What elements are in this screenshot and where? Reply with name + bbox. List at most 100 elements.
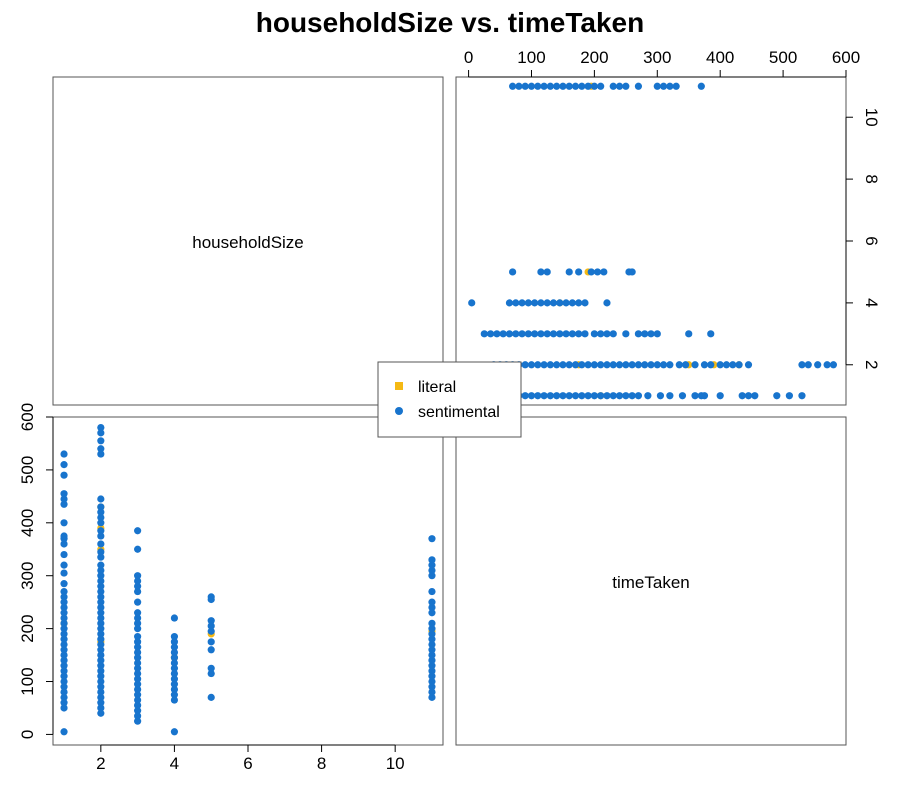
bottom-axis-tick-label: 10 — [386, 754, 405, 773]
point-sentimental-top-right — [578, 392, 586, 400]
point-sentimental-top-right — [486, 330, 495, 338]
point-sentimental-top-right — [565, 268, 573, 276]
point-sentimental-top-right — [659, 82, 668, 90]
point-sentimental-top-right — [707, 330, 715, 338]
point-sentimental-top-right — [543, 330, 551, 338]
point-sentimental-bottom-left — [97, 619, 105, 627]
point-sentimental-bottom-left — [60, 461, 68, 469]
point-sentimental-bottom-left — [97, 672, 105, 680]
point-sentimental-top-right — [716, 361, 724, 369]
point-sentimental-top-right — [600, 268, 608, 276]
point-sentimental-bottom-left — [60, 693, 68, 701]
point-sentimental-top-right — [584, 82, 592, 90]
point-sentimental-top-right — [744, 361, 753, 369]
point-sentimental-top-right — [553, 361, 561, 369]
bottom-axis-tick-label: 4 — [170, 754, 179, 773]
point-sentimental-bottom-left — [207, 622, 215, 630]
point-sentimental-top-right — [653, 82, 661, 90]
point-sentimental-bottom-left — [60, 550, 68, 559]
point-sentimental-bottom-left — [428, 646, 436, 654]
point-sentimental-top-right — [666, 392, 674, 400]
point-sentimental-bottom-left — [134, 619, 142, 627]
top-axis-tick-label: 200 — [580, 48, 608, 67]
point-sentimental-top-right — [700, 392, 709, 400]
bottom-axis-tick-label: 8 — [317, 754, 326, 773]
point-sentimental-bottom-left — [60, 603, 68, 612]
point-sentimental-bottom-left — [60, 593, 68, 601]
point-sentimental-bottom-left — [60, 688, 68, 696]
right-axis-tick-label: 10 — [862, 108, 881, 127]
point-sentimental-bottom-left — [97, 704, 105, 712]
point-sentimental-top-right — [672, 82, 680, 90]
point-sentimental-bottom-left — [97, 508, 105, 516]
point-sentimental-top-right — [556, 299, 564, 307]
point-sentimental-top-right — [553, 392, 561, 400]
point-sentimental-top-right — [540, 392, 548, 400]
point-sentimental-top-right — [798, 361, 806, 369]
point-sentimental-bottom-left — [134, 696, 142, 704]
point-sentimental-bottom-left — [134, 691, 142, 699]
point-sentimental-bottom-left — [60, 450, 68, 458]
point-sentimental-bottom-left — [428, 603, 436, 612]
point-sentimental-bottom-left — [134, 614, 142, 622]
point-sentimental-bottom-left — [428, 598, 436, 606]
point-sentimental-bottom-left — [60, 704, 68, 712]
point-sentimental-bottom-left — [97, 572, 105, 580]
point-sentimental-top-right — [641, 361, 649, 369]
point-sentimental-top-right — [634, 82, 643, 90]
point-sentimental-top-right — [584, 361, 592, 369]
point-sentimental-top-right — [603, 299, 611, 307]
left-axis-tick-label: 400 — [18, 509, 37, 537]
point-sentimental-bottom-left — [170, 654, 179, 662]
point-sentimental-top-right — [744, 392, 753, 400]
point-sentimental-top-right — [785, 392, 793, 400]
point-sentimental-bottom-left — [428, 688, 436, 696]
point-sentimental-top-right — [575, 268, 583, 276]
point-sentimental-top-right — [505, 299, 514, 307]
point-sentimental-top-right — [575, 299, 583, 307]
point-sentimental-top-right — [735, 361, 743, 369]
point-sentimental-bottom-left — [134, 582, 142, 590]
point-sentimental-bottom-left — [134, 659, 142, 667]
point-sentimental-bottom-left — [60, 561, 68, 569]
point-sentimental-top-right — [634, 361, 643, 369]
point-sentimental-bottom-left — [134, 587, 142, 596]
point-sentimental-top-right — [534, 361, 542, 369]
point-sentimental-bottom-left — [428, 609, 436, 617]
point-sentimental-bottom-left — [97, 635, 105, 643]
panel-top-right — [455, 76, 847, 406]
point-sentimental-bottom-left — [428, 656, 436, 664]
point-sentimental-bottom-left — [97, 683, 105, 691]
point-sentimental-top-right — [590, 330, 598, 338]
point-sentimental-top-right — [543, 268, 551, 276]
legend-symbol-sentimental — [395, 407, 403, 415]
point-sentimental-bottom-left — [97, 566, 105, 575]
point-sentimental-bottom-left — [428, 672, 436, 680]
point-sentimental-top-right — [729, 361, 737, 369]
point-sentimental-top-right — [571, 392, 580, 400]
point-sentimental-top-right — [681, 361, 690, 369]
point-sentimental-bottom-left — [97, 609, 105, 617]
point-sentimental-top-right — [597, 392, 605, 400]
point-sentimental-bottom-left — [428, 587, 436, 596]
point-sentimental-bottom-left — [170, 696, 179, 704]
point-sentimental-bottom-left — [60, 471, 68, 479]
point-sentimental-top-right — [829, 361, 838, 369]
point-sentimental-bottom-left — [134, 625, 142, 633]
point-sentimental-top-right — [707, 361, 715, 369]
point-sentimental-top-right — [581, 330, 589, 338]
point-sentimental-top-right — [515, 82, 523, 90]
point-sentimental-bottom-left — [97, 598, 105, 606]
point-sentimental-top-right — [656, 392, 665, 400]
point-sentimental-top-right — [565, 361, 573, 369]
point-sentimental-top-right — [700, 361, 709, 369]
point-sentimental-top-right — [634, 330, 643, 338]
point-sentimental-top-right — [509, 268, 517, 276]
point-sentimental-bottom-left — [97, 513, 105, 522]
point-sentimental-bottom-left — [207, 669, 215, 678]
point-sentimental-bottom-left — [170, 614, 179, 622]
point-sentimental-bottom-left — [428, 630, 436, 638]
point-sentimental-bottom-left — [97, 625, 105, 633]
point-sentimental-top-right — [622, 330, 630, 338]
